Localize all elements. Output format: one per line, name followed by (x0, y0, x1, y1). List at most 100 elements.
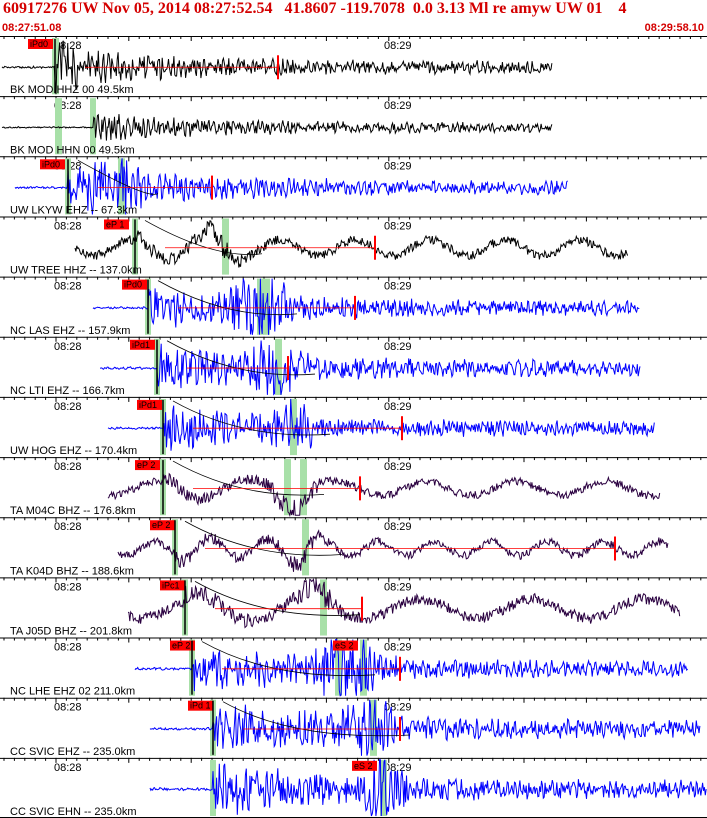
travel-time-curve (194, 581, 361, 616)
travel-time-curve (172, 460, 325, 496)
s-pick-box[interactable] (333, 640, 358, 651)
pick-label: iPd0 (124, 280, 142, 290)
waveform (100, 340, 641, 396)
pick-label: iPd0 (42, 159, 60, 169)
trace-row[interactable]: 08:28 08:29 iPd1 NC LTI EHZ -- 166.7km (0, 336, 707, 397)
pick-label: eP 2 (137, 460, 155, 470)
pick-box[interactable] (28, 39, 53, 49)
station-label: TA M04C BHZ -- 176.8km (10, 505, 136, 517)
travel-time-curve (201, 641, 376, 677)
waveform (1, 40, 553, 95)
event-title: 60917276 UW Nov 05, 2014 08:27:52.54 41.… (3, 0, 627, 17)
pick-label: eP 1 (106, 219, 124, 229)
waveform (92, 278, 640, 335)
pick-box[interactable] (40, 159, 65, 170)
station-label: CC SVIC EHZ -- 235.0km (10, 746, 135, 758)
travel-time-curve (184, 520, 343, 556)
time-tick-label: 08:28 (54, 762, 82, 774)
time-tick-label: 08:28 (54, 702, 82, 714)
station-label: BK MOD HHN 00 49.5km (10, 144, 135, 156)
time-tick-label: 08:29 (384, 341, 412, 353)
station-label: UW HOG EHZ -- 170.4km (10, 445, 137, 457)
station-label: NC LHE EHZ 02 211.0km (10, 686, 135, 698)
time-tick-label: 08:29 (384, 702, 412, 714)
s-pick-box[interactable] (352, 760, 377, 771)
pick-window (284, 459, 291, 516)
waveform (134, 639, 688, 697)
waveform (149, 759, 707, 817)
station-label: BK MOD HHZ 00 49.5km (10, 84, 133, 96)
pick-window (380, 759, 387, 816)
time-tick-label: 08:29 (384, 581, 412, 593)
pick-box[interactable] (137, 399, 162, 410)
time-tick-label: 08:29 (384, 40, 412, 52)
time-tick-label: 08:29 (384, 401, 412, 413)
travel-time-curve (222, 701, 411, 737)
window-end-time: 08:29:58.10 (644, 22, 704, 34)
time-tick-label: 08:29 (384, 220, 412, 232)
s-pick-label: eS 2 (335, 641, 354, 651)
waveform (127, 578, 681, 629)
trace-row[interactable]: 08:28 08:29 eP 2 TA M04C BHZ -- 176.8km (0, 457, 707, 517)
time-tick-label: 08:28 (54, 642, 82, 654)
pick-label: iPd0 (30, 39, 48, 49)
waveform (1, 113, 553, 141)
waveform (14, 158, 568, 215)
station-label: UW LKYW EHZ -- 67.3km (10, 204, 137, 216)
trace-row[interactable]: 08:28 08:29 iPc1 TA J05D BHZ -- 201.8km (0, 577, 707, 638)
time-tick-label: 08:29 (384, 521, 412, 533)
trace-row[interactable]: 08:28 08:29 iPd1 UW HOG EHZ -- 170.4km (0, 396, 707, 457)
pick-window (275, 338, 282, 395)
time-tick-label: 08:29 (384, 461, 412, 473)
travel-time-curve (172, 400, 331, 436)
time-tick-label: 08:29 (384, 100, 412, 112)
station-label: TA J05D BHZ -- 201.8km (10, 626, 132, 638)
pick-box[interactable] (130, 339, 155, 350)
pick-label: iPc1 (162, 580, 180, 590)
waveform (107, 472, 661, 518)
time-tick-label: 08:28 (54, 461, 82, 473)
pick-window (222, 218, 229, 275)
pick-box[interactable] (104, 219, 129, 230)
time-tick-label: 08:28 (54, 341, 82, 353)
pick-label: iPd1 (132, 340, 150, 350)
waveform (107, 398, 655, 451)
pick-label: iPd 1 (190, 701, 211, 711)
p-window (210, 759, 216, 816)
time-tick-label: 08:28 (54, 220, 82, 232)
trace-row[interactable]: 08:28 08:29 iPd0 NC LAS EHZ -- 157.9km (0, 276, 707, 337)
pick-label: eP 2 (152, 520, 170, 530)
pick-window (302, 519, 309, 576)
trace-row[interactable]: 08:28 08:29 eP 1 UW TREE HHZ -- 137.0km (0, 216, 707, 277)
pick-box[interactable] (170, 640, 195, 651)
time-tick-label: 08:28 (54, 521, 82, 533)
station-label: NC LAS EHZ -- 157.9km (10, 325, 130, 337)
time-tick-label: 08:28 (54, 401, 82, 413)
time-tick-label: 08:29 (384, 281, 412, 293)
pick-box[interactable] (135, 460, 160, 471)
trace-row[interactable]: 08:28 08:29 iPd 1 CC SVIC EHZ -- 235.0km (0, 697, 707, 758)
station-label: UW TREE HHZ -- 137.0km (10, 265, 142, 277)
pick-box[interactable] (160, 580, 185, 591)
pick-box[interactable] (188, 700, 213, 711)
waveform (74, 220, 629, 268)
time-tick-label: 08:28 (54, 581, 82, 593)
trace-row[interactable]: 08:28 08:29 eP 2 TA K04D BHZ -- 188.6km (0, 517, 707, 577)
trace-row[interactable]: 08:28 08:29 eP 2 eS 2 NC LHE EHZ 02 211.0km (0, 637, 707, 698)
pick-box[interactable] (150, 520, 175, 531)
window-start-time: 08:27:51.08 (2, 22, 62, 34)
travel-time-curve (157, 280, 298, 316)
time-tick-label: 08:29 (384, 160, 412, 172)
pick-box[interactable] (122, 279, 147, 290)
travel-time-curve (77, 159, 159, 195)
event-header: 60917276 UW Nov 05, 2014 08:27:52.54 41.… (0, 0, 707, 36)
pick-window (360, 639, 367, 696)
travel-time-curve (144, 220, 263, 255)
time-tick-label: 08:28 (54, 281, 82, 293)
pick-label: eP 2 (172, 641, 190, 651)
